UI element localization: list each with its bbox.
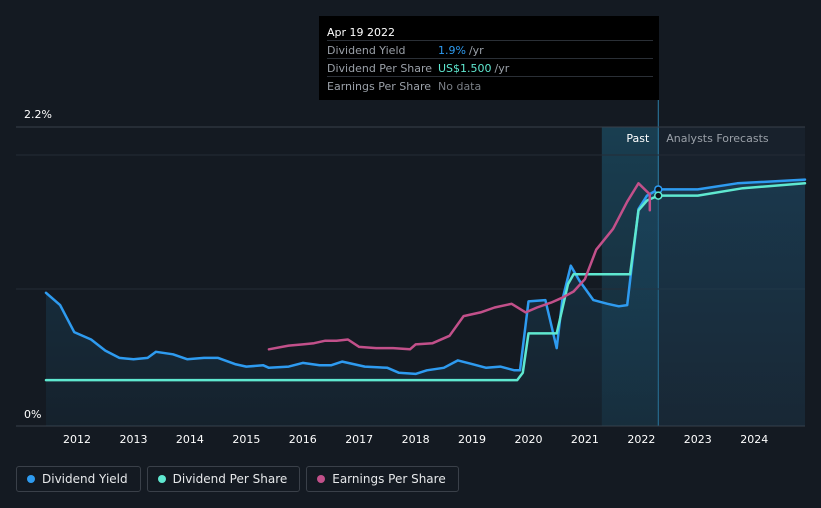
dividend-yield-line [44,178,807,376]
x-tick-label: 2022 [627,433,655,446]
x-tick-label: 2019 [458,433,486,446]
legend-dot-icon [157,475,166,483]
tooltip-row-dividend-per-share: Dividend Per Share US$1.500/yr [327,58,653,77]
tooltip-row-earnings-per-share: Earnings Per Share No data [327,76,653,95]
legend-dot-icon [27,475,35,483]
tooltip-value: 1.9%/yr [438,42,484,59]
legend-item-earnings-per-share[interactable]: Earnings Per Share [306,466,459,492]
x-tick-label: 2015 [232,433,260,446]
dividend-per-share-line [44,182,807,382]
tooltip-value: US$1.500/yr [438,60,509,77]
x-tick-label: 2017 [345,433,373,446]
legend-item-dividend-per-share[interactable]: Dividend Per Share [146,466,301,492]
x-tick-label: 2024 [740,433,768,446]
tooltip-unit: /yr [468,44,484,57]
tooltip-value: No data [438,78,481,95]
x-tick-label: 2016 [289,433,317,446]
legend-label: Dividend Yield [42,472,128,486]
x-tick-label: 2020 [514,433,542,446]
x-tick-label: 2018 [402,433,430,446]
legend-dot-icon [317,475,326,483]
y-tick-label: 0% [24,408,41,421]
dps-marker [654,191,663,200]
legend-item-dividend-yield[interactable]: Dividend Yield [16,466,141,492]
x-tick-label: 2014 [176,433,204,446]
legend-label: Earnings Per Share [332,472,446,486]
legend-label: Dividend Per Share [172,472,288,486]
earnings-per-share-line [267,182,652,351]
past-label: Past [626,132,650,145]
tooltip-value-text: No data [438,80,482,93]
x-tick-label: 2013 [119,433,147,446]
tooltip-value-text: US$1.500 [438,62,492,75]
tooltip-label: Dividend Yield [327,44,406,57]
x-tick-label: 2012 [63,433,91,446]
x-tick-label: 2023 [684,433,712,446]
tooltip-row-dividend-yield: Dividend Yield 1.9%/yr [327,40,653,59]
tooltip-date: Apr 19 2022 [327,26,396,39]
tooltip-label: Dividend Per Share [327,62,433,75]
legend: Dividend Yield Dividend Per Share Earnin… [16,466,459,494]
tooltip-unit: /yr [494,62,510,75]
dividend-yield-area [46,179,805,426]
x-tick-label: 2021 [571,433,599,446]
forecast-label: Analysts Forecasts [666,132,769,145]
y-tick-label: 2.2% [24,108,52,121]
tooltip: Apr 19 2022 Dividend Yield 1.9%/yr Divid… [319,16,659,100]
tooltip-label: Earnings Per Share [327,80,432,93]
tooltip-value-text: 1.9% [438,44,466,57]
